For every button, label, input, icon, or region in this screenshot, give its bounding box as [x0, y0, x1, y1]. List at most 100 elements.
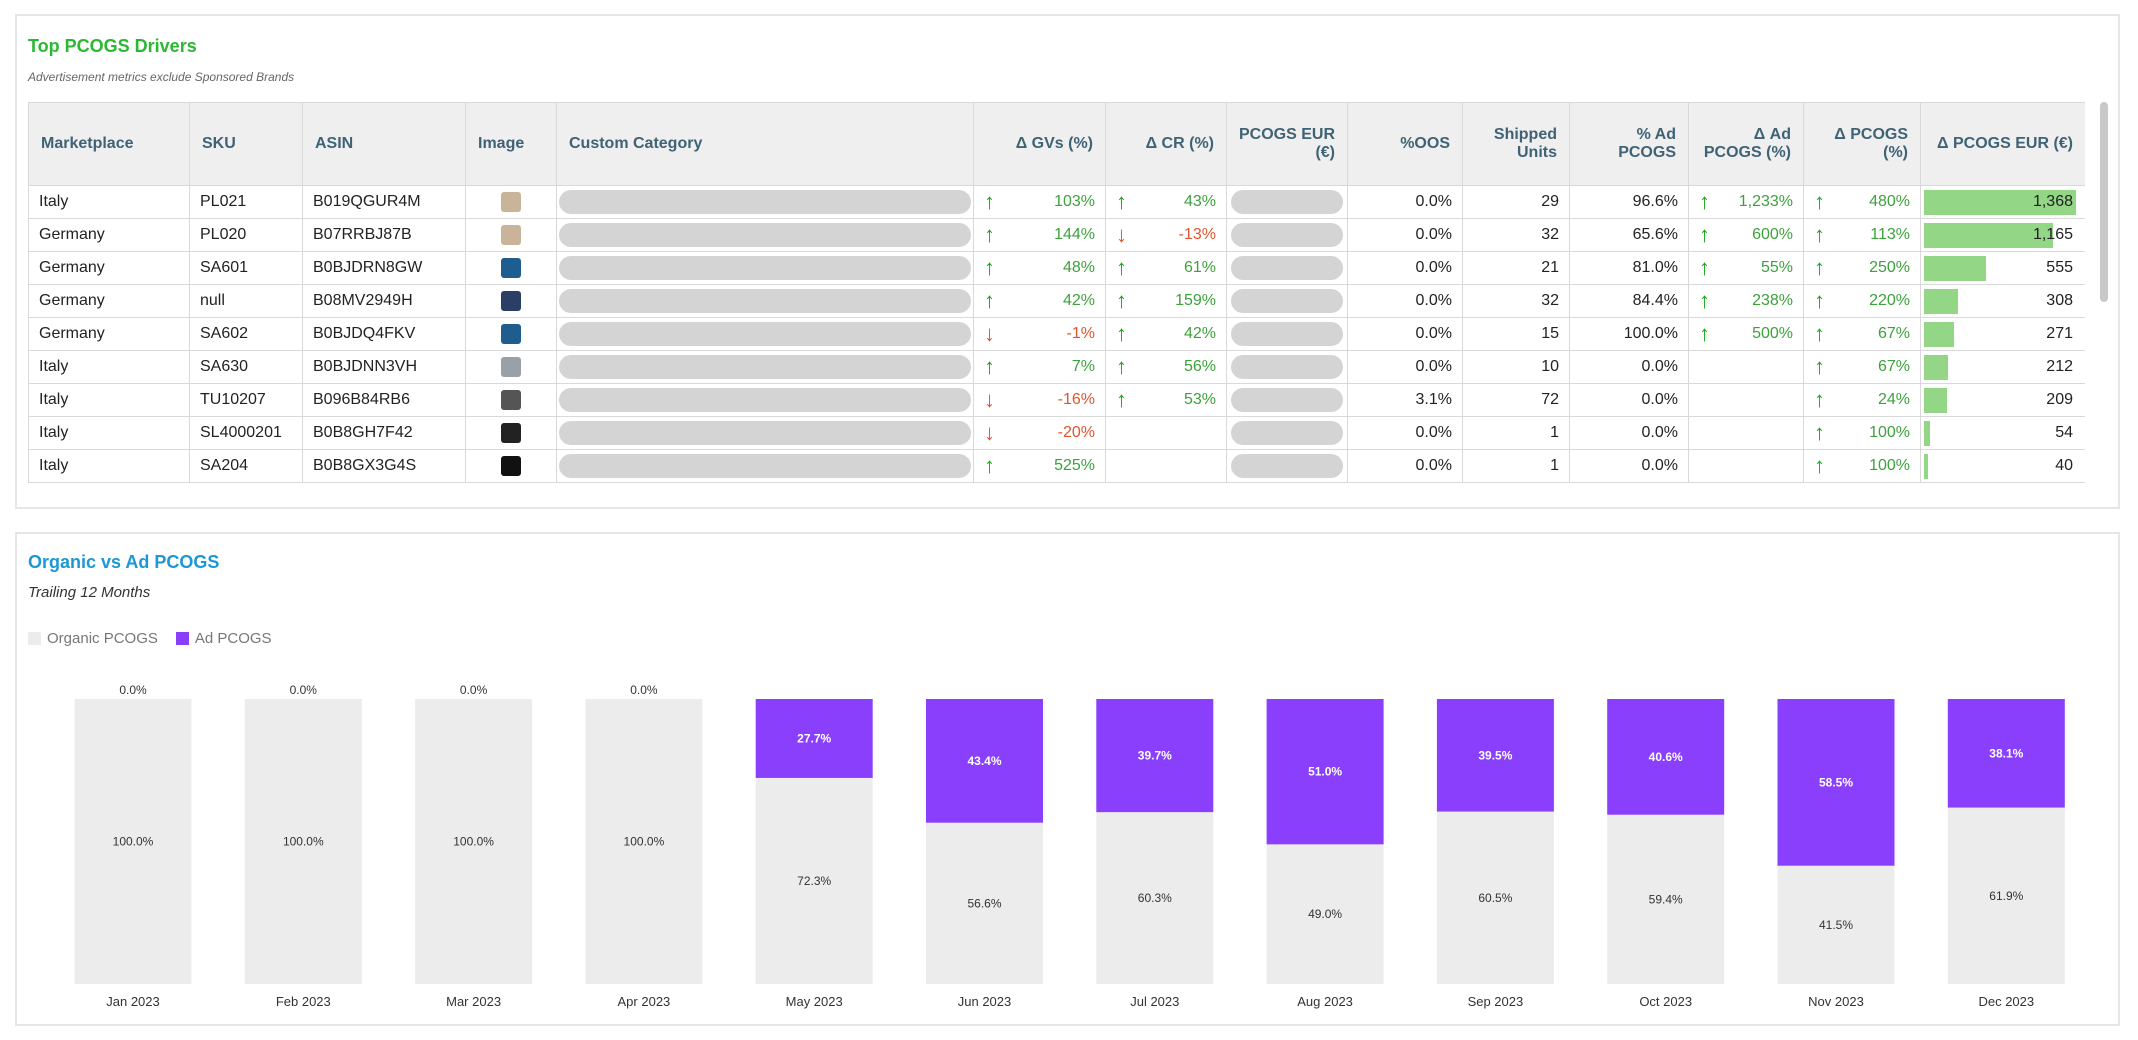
cell-sku: null: [189, 284, 303, 318]
redacted-category-pill: [559, 289, 971, 313]
col-header-ad-pcogs-change[interactable]: Δ Ad PCOGS (%): [1688, 102, 1804, 186]
col-header-image[interactable]: Image: [465, 102, 557, 186]
drivers-table-container[interactable]: Marketplace SKU ASIN Image Custom Catego…: [28, 102, 2085, 507]
table-row[interactable]: Germany PL020 B07RRBJ87B ↑ 144% ↓ -13% 0.0% 32 65…: [28, 218, 2085, 252]
bar-organic-6[interactable]: [1096, 812, 1214, 984]
col-header-gvs-change[interactable]: Δ GVs (%): [973, 102, 1106, 186]
cell-shipped-units: 32: [1462, 284, 1570, 318]
product-image[interactable]: [501, 291, 521, 311]
cell-shipped-units: 72: [1462, 383, 1570, 417]
table-row[interactable]: Italy SL4000201 B0B8GH7F42 ↓ -20% 0.0% 1 0.0% ↑ 1…: [28, 416, 2085, 450]
bar-ad-9[interactable]: [1607, 699, 1725, 815]
legend-item-organic[interactable]: Organic PCOGS: [28, 630, 158, 647]
legend-item-ad[interactable]: Ad PCOGS: [175, 630, 272, 647]
table-row[interactable]: Germany null B08MV2949H ↑ 42% ↑ 159% 0.0% 32 84.4…: [28, 284, 2085, 318]
col-header-ad-pcogs[interactable]: % Ad PCOGS: [1569, 102, 1689, 186]
cell-ad-pcogs: 0.0%: [1569, 416, 1689, 450]
pcogs-eur-change-value: 1,368: [2032, 193, 2073, 210]
bar-ad-4[interactable]: [755, 699, 873, 778]
product-image[interactable]: [501, 390, 521, 410]
cell-pcogs-change-wrap: ↑ 100%: [1814, 455, 1910, 477]
table-scrollbar[interactable]: [2100, 102, 2108, 302]
cell-pcogs-change: ↑ 67%: [1803, 317, 1921, 351]
cell-pcogs-eur: [1226, 416, 1348, 450]
product-image[interactable]: [501, 192, 521, 212]
bar-organic-5[interactable]: [926, 822, 1043, 984]
bar-organic-2[interactable]: [415, 699, 533, 984]
bar-organic-4[interactable]: [755, 777, 873, 984]
table-row[interactable]: Italy SA630 B0BJDNN3VH ↑ 7% ↑ 56% 0.0% 10 0.0% ↑ 67…: [28, 350, 2085, 384]
bar-organic-9[interactable]: [1607, 814, 1725, 984]
product-image[interactable]: [501, 423, 521, 443]
cell-oos: 0.0%: [1347, 251, 1463, 285]
redacted-category-pill: [559, 190, 971, 214]
bar-ad-5[interactable]: [926, 699, 1043, 823]
bar-ad-6[interactable]: [1096, 699, 1214, 813]
table-row[interactable]: Italy PL021 B019QGUR4M ↑ 103% ↑ 43% 0.0% 29 96.6%…: [28, 185, 2085, 219]
pcogs-eur-change-bar: [1924, 223, 2053, 248]
label-organic-6: 60.3%: [1138, 891, 1172, 905]
col-header-oos[interactable]: %OOS: [1347, 102, 1463, 186]
pcogs-eur-change-bar: [1924, 289, 1958, 314]
product-image[interactable]: [501, 357, 521, 377]
col-header-asin[interactable]: ASIN: [302, 102, 466, 186]
cell-shipped-units: 1: [1462, 416, 1570, 450]
pcogs-eur-change-bar: [1924, 190, 2076, 215]
arrow-up-icon: ↑: [1116, 255, 1127, 280]
cell-sku: SA602: [189, 317, 303, 351]
cell-gvs-change-wrap: ↑ 144%: [984, 224, 1095, 246]
cell-ad-pcogs-change: ↑ 55%: [1688, 251, 1804, 285]
arrow-up-icon: ↑: [984, 453, 995, 478]
table-row[interactable]: Italy TU10207 B096B84RB6 ↓ -16% ↑ 53% 3.1% 72 0.0…: [28, 383, 2085, 417]
col-header-custom-category[interactable]: Custom Category: [556, 102, 974, 186]
col-header-pcogs-eur[interactable]: PCOGS EUR (€): [1226, 102, 1348, 186]
col-header-marketplace[interactable]: Marketplace: [28, 102, 190, 186]
col-header-pcogs-change[interactable]: Δ PCOGS (%): [1803, 102, 1921, 186]
bar-organic-10[interactable]: [1777, 865, 1895, 984]
cell-ad-pcogs-change-value: 238%: [1752, 292, 1793, 309]
label-ad-7: 51.0%: [1308, 765, 1342, 779]
x-tick-label-5: Jun 2023: [958, 994, 1012, 1009]
col-header-cr-change[interactable]: Δ CR (%): [1105, 102, 1227, 186]
col-header-sku[interactable]: SKU: [189, 102, 303, 186]
pcogs-eur-change-bar: [1924, 355, 1948, 380]
bar-organic-8[interactable]: [1436, 811, 1554, 984]
bar-organic-3[interactable]: [585, 699, 703, 984]
stacked-bar-chart: 0.0% 100.0% Jan 2023 0.0% 100.0% Feb 2023 0.0%…: [74, 683, 2065, 1009]
product-image[interactable]: [501, 258, 521, 278]
cell-marketplace: Germany: [28, 284, 190, 318]
cell-marketplace: Germany: [28, 317, 190, 351]
bar-organic-0[interactable]: [74, 699, 192, 984]
arrow-up-icon: ↑: [1116, 321, 1127, 346]
cell-ad-pcogs: 84.4%: [1569, 284, 1689, 318]
arrow-up-icon: ↑: [1814, 420, 1825, 445]
table-row[interactable]: Germany SA601 B0BJDRN8GW ↑ 48% ↑ 61% 0.0% 21 81.0…: [28, 251, 2085, 285]
label-ad-2: 0.0%: [460, 683, 488, 697]
cell-pcogs-change-value: 220%: [1869, 292, 1910, 309]
cell-pcogs-change-wrap: ↑ 220%: [1814, 290, 1910, 312]
x-tick-label-0: Jan 2023: [106, 994, 160, 1009]
pcogs-eur-change-value: 212: [2046, 358, 2073, 375]
product-image[interactable]: [501, 225, 521, 245]
bar-ad-10[interactable]: [1777, 699, 1895, 866]
cell-custom-category: [556, 185, 974, 219]
bar-ad-11[interactable]: [1947, 699, 2065, 808]
bar-ad-7[interactable]: [1266, 699, 1384, 845]
arrow-up-icon: ↑: [984, 189, 995, 214]
product-image[interactable]: [501, 324, 521, 344]
product-image[interactable]: [501, 456, 521, 476]
cell-pcogs-eur-change: 555: [1920, 251, 2085, 285]
table-row[interactable]: Germany SA602 B0BJDQ4FKV ↓ -1% ↑ 42% 0.0% 15 100.…: [28, 317, 2085, 351]
cell-image: [465, 416, 557, 450]
col-header-shipped-units[interactable]: Shipped Units: [1462, 102, 1570, 186]
col-header-pcogs-eur-change[interactable]: Δ PCOGS EUR (€): [1920, 102, 2085, 186]
table-row[interactable]: Italy SA204 B0B8GX3G4S ↑ 525% 0.0% 1 0.0% ↑ 100% 4…: [28, 449, 2085, 483]
label-organic-2: 100.0%: [453, 835, 494, 849]
cell-gvs-change-wrap: ↑ 42%: [984, 290, 1095, 312]
bar-ad-8[interactable]: [1436, 699, 1554, 812]
bar-organic-11[interactable]: [1947, 807, 2065, 984]
cell-pcogs-change: ↑ 100%: [1803, 449, 1921, 483]
bar-organic-7[interactable]: [1266, 844, 1384, 984]
arrow-up-icon: ↑: [1814, 387, 1825, 412]
bar-organic-1[interactable]: [244, 699, 362, 984]
